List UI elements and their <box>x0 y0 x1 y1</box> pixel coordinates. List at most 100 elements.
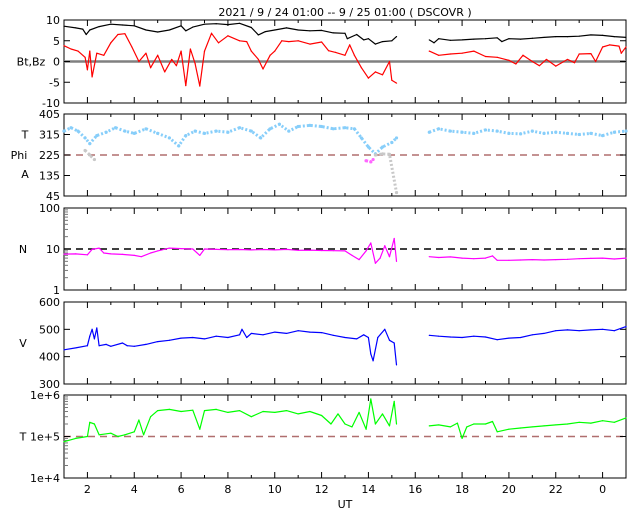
data-point <box>433 42 435 44</box>
x-tick-label: 18 <box>455 483 469 496</box>
data-point <box>460 130 464 134</box>
data-point <box>473 258 475 260</box>
data-point <box>438 424 440 426</box>
data-point <box>133 345 135 347</box>
y-tick-label: 600 <box>39 296 60 309</box>
data-point <box>249 129 253 133</box>
data-point <box>395 82 398 84</box>
data-point <box>215 408 217 410</box>
x-tick-label: 20 <box>502 483 516 496</box>
data-point <box>448 129 452 133</box>
data-point <box>594 60 597 63</box>
data-point <box>590 34 592 36</box>
data-point <box>337 413 339 415</box>
data-point <box>309 30 311 32</box>
data-point <box>168 29 170 31</box>
data-point <box>461 336 463 339</box>
data-point <box>320 29 323 31</box>
data-point <box>461 39 463 41</box>
data-point <box>124 33 126 35</box>
data-point <box>98 26 100 28</box>
data-point <box>601 328 604 330</box>
data-point <box>180 248 182 250</box>
data-point <box>150 67 152 69</box>
data-point <box>199 85 201 87</box>
data-point <box>609 44 611 46</box>
y-axis-label: Bt,Bz <box>17 56 46 69</box>
data-point <box>215 23 217 25</box>
data-point <box>437 127 441 131</box>
data-point <box>110 23 112 25</box>
data-point <box>346 38 348 40</box>
data-point <box>145 343 147 345</box>
data-point <box>185 30 187 32</box>
data-point <box>157 410 159 412</box>
data-point <box>531 37 533 39</box>
data-point <box>70 48 72 50</box>
y-tick-label: -5 <box>49 76 60 89</box>
data-point <box>297 40 299 42</box>
data-point <box>297 29 299 31</box>
data-point <box>257 34 259 36</box>
data-point <box>496 431 498 433</box>
data-point <box>484 55 487 58</box>
data-point <box>438 38 440 40</box>
data-point <box>320 332 323 334</box>
data-point <box>117 435 119 438</box>
data-point <box>167 136 171 140</box>
data-point <box>62 129 66 133</box>
data-point <box>274 249 276 251</box>
data-point <box>461 257 463 259</box>
data-point <box>522 54 524 56</box>
data-point <box>555 65 557 67</box>
data-point <box>157 341 159 343</box>
data-point <box>103 54 105 56</box>
data-point <box>308 123 312 127</box>
data-point <box>121 253 124 255</box>
data-point <box>262 334 264 336</box>
chart-title: 2021 / 9 / 24 01:00 -- 9 / 25 01:00 ( DS… <box>218 6 471 19</box>
data-point <box>395 423 398 425</box>
data-point <box>373 153 378 157</box>
data-point <box>566 258 569 260</box>
x-tick-label: 8 <box>224 483 231 496</box>
y-tick-label: 1e+6 <box>30 389 60 402</box>
y-tick-label: -10 <box>42 97 60 110</box>
data-point <box>351 254 353 256</box>
data-point <box>395 36 398 38</box>
data-point <box>449 39 451 41</box>
data-point <box>168 408 170 410</box>
data-point <box>531 426 533 428</box>
data-point <box>332 250 334 252</box>
data-point <box>285 410 288 412</box>
x-tick-label: 22 <box>549 483 563 496</box>
data-point <box>250 416 252 418</box>
y-tick-label: 300 <box>39 378 60 391</box>
data-point <box>380 152 385 156</box>
data-point <box>365 428 367 430</box>
data-point <box>63 253 65 255</box>
data-point <box>391 40 393 42</box>
data-point <box>565 131 570 135</box>
data-point <box>542 131 546 135</box>
data-point <box>217 42 220 44</box>
y-tick-label: 225 <box>39 149 60 162</box>
data-point <box>573 62 576 64</box>
data-point <box>331 127 335 131</box>
data-point <box>491 255 494 257</box>
panel-frame <box>63 301 627 385</box>
data-point <box>601 420 604 422</box>
data-point <box>262 68 264 70</box>
data-point <box>239 40 241 42</box>
data-point <box>157 31 159 33</box>
data-point <box>578 258 580 260</box>
data-point <box>309 410 311 413</box>
data-point <box>374 43 377 45</box>
data-point <box>274 331 276 333</box>
data-point <box>121 24 124 26</box>
data-point <box>96 52 98 54</box>
data-point <box>390 140 394 145</box>
data-point <box>63 349 65 351</box>
data-point <box>277 122 282 126</box>
